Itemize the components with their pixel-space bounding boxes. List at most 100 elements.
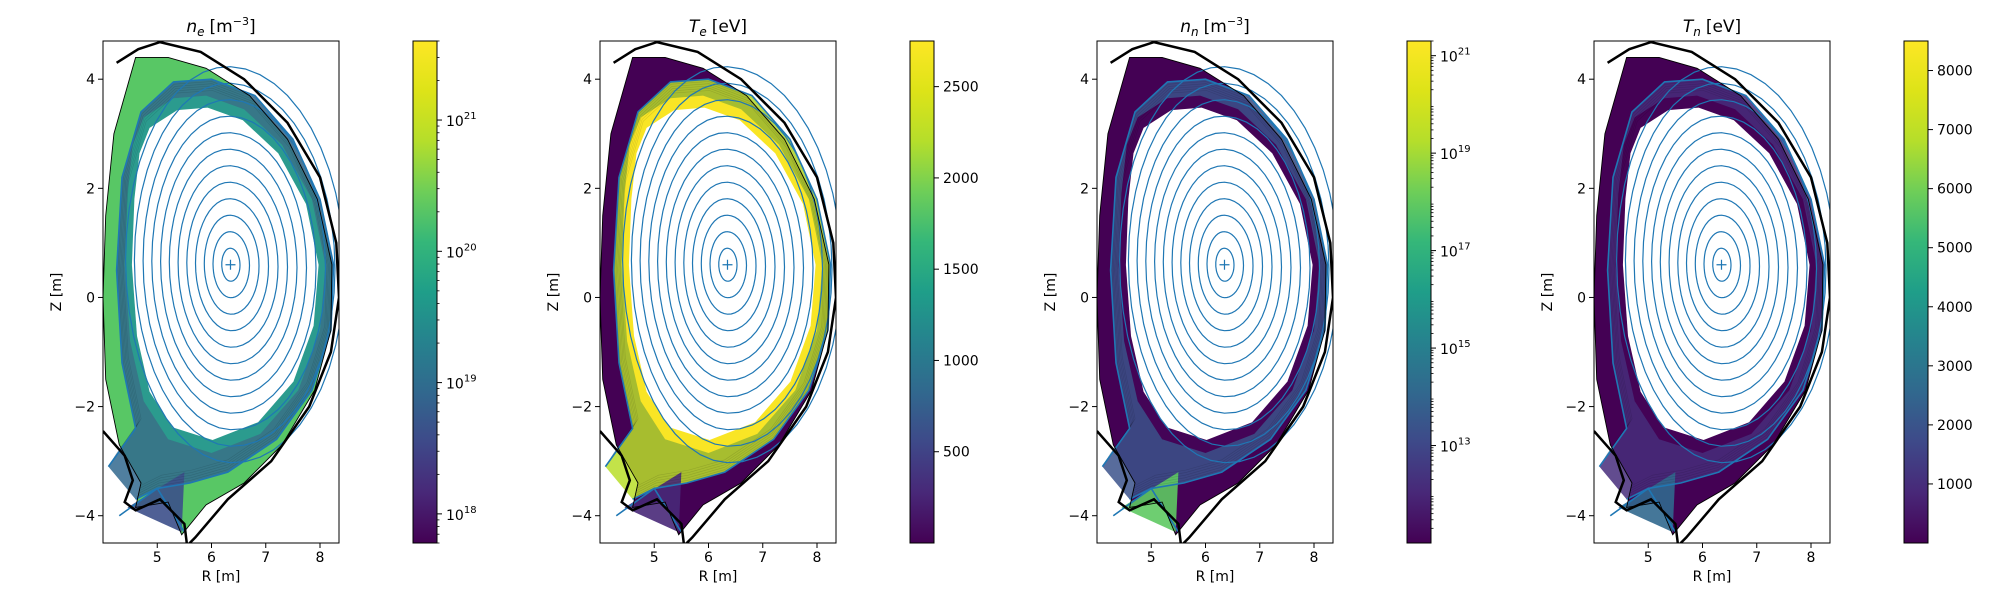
flux-contour xyxy=(674,165,786,365)
flux-contour xyxy=(1642,115,1808,414)
chart-title: Te [eV] xyxy=(689,17,747,39)
first-wall xyxy=(600,41,836,543)
colorbar-tick-label: 1017 xyxy=(1440,242,1471,261)
magnetic-axis-marker xyxy=(1219,259,1230,270)
flux-contour xyxy=(718,247,738,282)
colorbar-tick-label: 3000 xyxy=(1937,359,1973,375)
mesh-line xyxy=(111,83,332,495)
flux-contour xyxy=(1145,115,1311,414)
x-tick-label: 6 xyxy=(207,550,216,566)
colorbar xyxy=(412,40,438,544)
flux-contour xyxy=(1650,132,1799,398)
flux-contour xyxy=(221,247,241,282)
flux-contour xyxy=(1171,165,1283,365)
flux-contour xyxy=(194,198,270,332)
colorbar-tick-label: 8000 xyxy=(1937,64,1973,80)
mesh-line xyxy=(1109,90,1322,486)
panel-4: 5 6 7 8 −4 −2 0 2 4 R [m] Z [m] Tn [eV] 1000 2000 3000 4… xyxy=(1540,17,1973,585)
separatrix xyxy=(1101,78,1329,501)
x-tick-label: 8 xyxy=(1807,550,1816,566)
flux-contour xyxy=(1197,214,1254,315)
first-wall xyxy=(1097,41,1333,543)
mesh-line xyxy=(608,83,829,495)
title-subscript: e xyxy=(197,25,204,39)
flux-contour xyxy=(639,99,824,431)
mesh-line xyxy=(1600,81,1824,497)
colorbar-tick-exponent: 13 xyxy=(1458,437,1471,448)
mesh-line xyxy=(606,81,830,497)
flux-contour xyxy=(186,181,279,348)
colorbar-tick-base: 10 xyxy=(1440,245,1458,261)
flux-contour xyxy=(151,115,317,414)
grid-boundary xyxy=(1097,56,1327,536)
y-tick-label: −2 xyxy=(571,400,592,416)
colorbar-tick-label: 1500 xyxy=(943,262,979,278)
grid-boundary xyxy=(103,56,333,536)
flux-contour xyxy=(683,181,776,348)
axes-frame xyxy=(1593,40,1831,544)
x-tick-label: 8 xyxy=(316,550,325,566)
colorbar-tick-base: 10 xyxy=(446,377,464,393)
y-tick-label: −4 xyxy=(571,509,592,525)
colorbar-tick-label: 5000 xyxy=(1937,241,1973,257)
colorbar-tick-label: 1018 xyxy=(446,505,477,524)
y-tick-label: 0 xyxy=(583,290,592,306)
flux-contour xyxy=(159,132,308,398)
title-subscript: e xyxy=(699,25,706,39)
title-unit-close: ] xyxy=(249,17,256,37)
colorbar-tick-exponent: 21 xyxy=(464,111,477,122)
panel-2: 5 6 7 8 −4 −2 0 2 4 R [m] Z [m] Te [eV] 500 1000 1500 20… xyxy=(546,17,979,585)
axes-frame xyxy=(1096,40,1334,544)
x-axis-label: R [m] xyxy=(699,569,738,585)
flux-contour xyxy=(648,115,814,414)
plot-area xyxy=(1594,41,1830,543)
x-axis-label: R [m] xyxy=(1693,569,1732,585)
y-tick-label: −2 xyxy=(1068,400,1089,416)
colorbar-tick-label: 2000 xyxy=(1937,418,1973,434)
x-tick-label: 5 xyxy=(1644,550,1653,566)
y-tick-label: −2 xyxy=(1565,400,1586,416)
title-symbol: T xyxy=(1683,17,1695,37)
y-tick-label: 4 xyxy=(1577,72,1586,88)
flux-contour xyxy=(1703,231,1742,299)
colorbar-tick-base: 10 xyxy=(446,245,464,261)
flux-contour xyxy=(203,214,260,315)
colorbar-tick-exponent: 19 xyxy=(464,374,477,385)
title-unit-exponent: −3 xyxy=(233,15,249,28)
flux-contour xyxy=(691,198,767,332)
x-tick-label: 7 xyxy=(261,550,270,566)
mesh-line xyxy=(612,90,825,486)
colorbar-tick-base: 10 xyxy=(446,508,464,524)
flux-contour xyxy=(1162,148,1292,381)
colorbar-tick-label: 4000 xyxy=(1937,300,1973,316)
mesh-line xyxy=(1603,85,1822,492)
x-tick-label: 7 xyxy=(1255,550,1264,566)
x-axis-label: R [m] xyxy=(202,569,241,585)
title-unit: [eV] xyxy=(712,17,747,37)
mesh-line xyxy=(1106,85,1325,492)
x-tick-label: 7 xyxy=(1752,550,1761,566)
chart-title: ne [m−3] xyxy=(186,15,255,39)
x-tick-label: 6 xyxy=(1201,550,1210,566)
colorbar-tick-label: 1021 xyxy=(446,111,477,130)
flux-contour xyxy=(1127,82,1330,447)
y-axis-label: Z [m] xyxy=(1043,273,1059,312)
separatrix xyxy=(1598,78,1826,501)
separatrix xyxy=(604,78,832,501)
y-tick-label: −4 xyxy=(1565,509,1586,525)
flux-contour xyxy=(656,132,805,398)
magnetic-axis-marker xyxy=(722,259,733,270)
x-tick-label: 5 xyxy=(1147,550,1156,566)
colorbar xyxy=(1903,40,1929,544)
x-tick-label: 5 xyxy=(153,550,162,566)
colorbar-tick-base: 10 xyxy=(1440,342,1458,358)
flux-contour xyxy=(1624,82,1827,447)
x-tick-label: 8 xyxy=(813,550,822,566)
y-axis-label: Z [m] xyxy=(49,273,65,312)
flux-contour xyxy=(1136,99,1321,431)
colorbar-tick-exponent: 20 xyxy=(464,242,477,253)
axes-frame xyxy=(599,40,837,544)
flux-contour xyxy=(1694,214,1751,315)
